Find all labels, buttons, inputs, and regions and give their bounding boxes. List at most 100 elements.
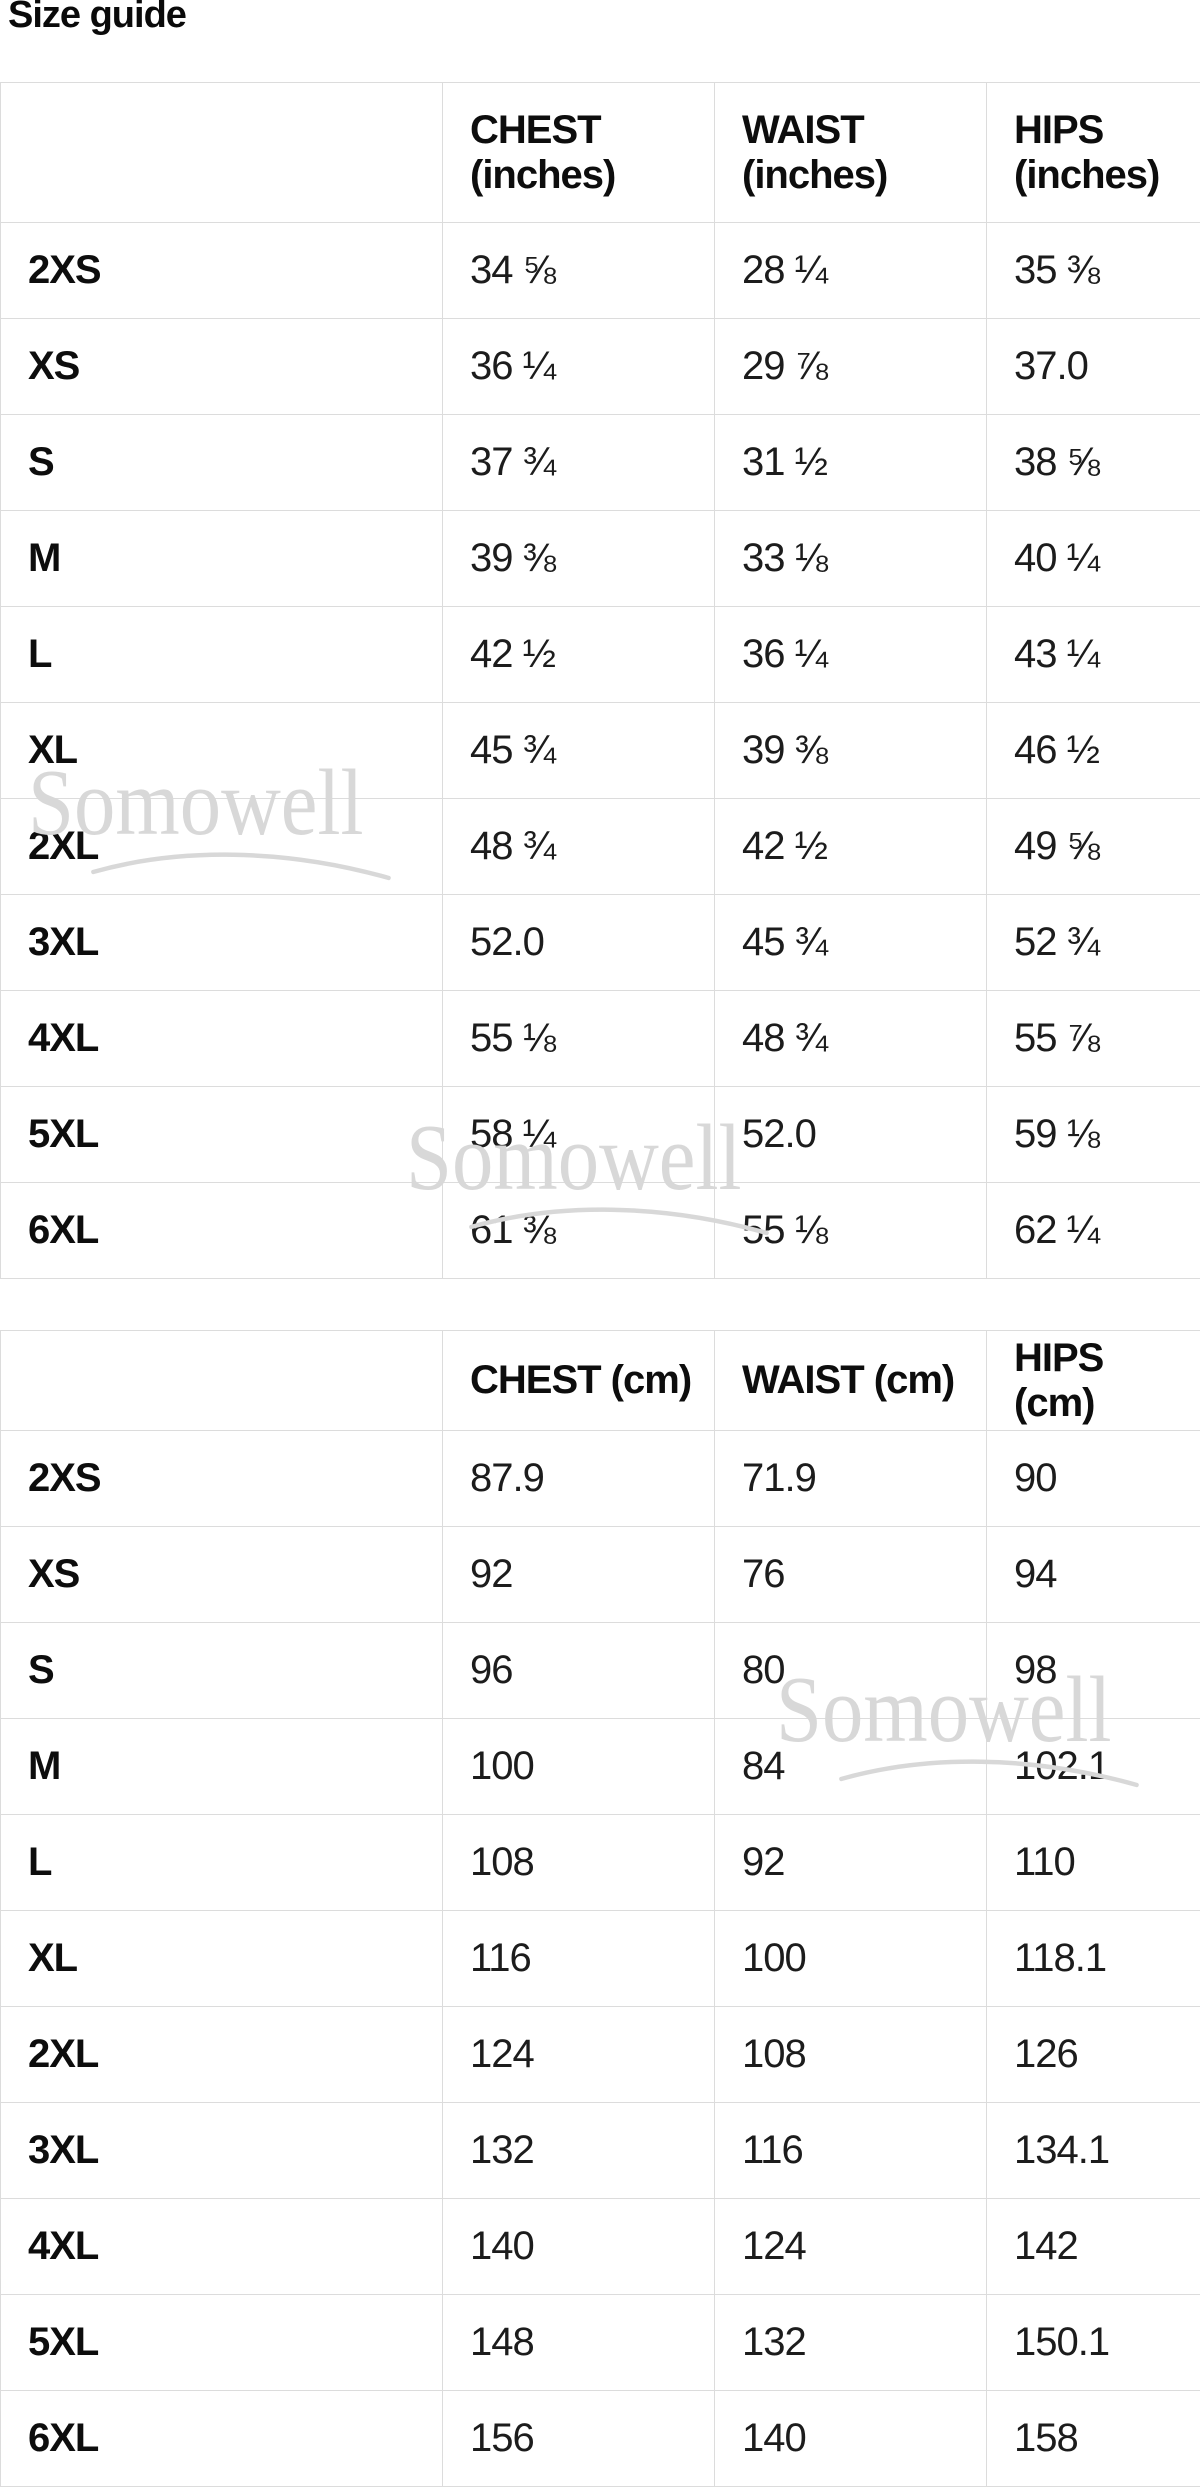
hips-value: 98 (986, 1622, 1200, 1719)
measure-column-header: HIPS (cm) (986, 1330, 1200, 1431)
size-label: 6XL (0, 2390, 443, 2487)
size-label: S (0, 1622, 443, 1719)
waist-value: 132 (714, 2294, 987, 2391)
hips-value: 94 (986, 1526, 1200, 1623)
hips-value: 150.1 (986, 2294, 1200, 2391)
size-label: XL (0, 1910, 443, 2007)
measure-column-header: WAIST (cm) (714, 1330, 987, 1431)
waist-value: 48 ¾ (714, 990, 987, 1087)
waist-value: 92 (714, 1814, 987, 1911)
waist-value: 55 ⅛ (714, 1182, 987, 1279)
waist-value: 28 ¼ (714, 222, 987, 319)
chest-value: 132 (442, 2102, 715, 2199)
waist-value: 80 (714, 1622, 987, 1719)
size-table-inches: CHEST (inches) WAIST (inches) HIPS (inches… (0, 82, 1200, 1279)
waist-value: 39 ⅜ (714, 702, 987, 799)
chest-value: 52.0 (442, 894, 715, 991)
table-row: XL 45 ¾ 39 ⅜ 46 ½ (0, 702, 1200, 799)
chest-value: 55 ⅛ (442, 990, 715, 1087)
table-row: XS 36 ¼ 29 ⅞ 37.0 (0, 318, 1200, 415)
size-column-header (0, 1330, 443, 1431)
waist-value: 45 ¾ (714, 894, 987, 991)
hips-value: 40 ¼ (986, 510, 1200, 607)
chest-value: 48 ¾ (442, 798, 715, 895)
hips-value: 126 (986, 2006, 1200, 2103)
chest-value: 108 (442, 1814, 715, 1911)
hips-value: 102.1 (986, 1718, 1200, 1815)
size-label: 2XL (0, 798, 443, 895)
chest-value: 92 (442, 1526, 715, 1623)
table-row: 4XL 55 ⅛ 48 ¾ 55 ⅞ (0, 990, 1200, 1087)
table-row: S 96 80 98 (0, 1622, 1200, 1719)
size-label: 2XL (0, 2006, 443, 2103)
chest-value: 34 ⅝ (442, 222, 715, 319)
size-label: M (0, 1718, 443, 1815)
chest-value: 148 (442, 2294, 715, 2391)
header-row: CHEST (cm) WAIST (cm) HIPS (cm) (0, 1330, 1200, 1431)
waist-value: 29 ⅞ (714, 318, 987, 415)
size-label: XS (0, 318, 443, 415)
measure-column-header: CHEST (cm) (442, 1330, 715, 1431)
size-label: 3XL (0, 2102, 443, 2199)
table-row: M 100 84 102.1 (0, 1718, 1200, 1815)
waist-value: 76 (714, 1526, 987, 1623)
waist-value: 31 ½ (714, 414, 987, 511)
hips-value: 158 (986, 2390, 1200, 2487)
waist-value: 33 ⅛ (714, 510, 987, 607)
table-row: 2XL 48 ¾ 42 ½ 49 ⅝ (0, 798, 1200, 895)
size-label: 5XL (0, 1086, 443, 1183)
chest-value: 61 ⅜ (442, 1182, 715, 1279)
size-table-cm: CHEST (cm) WAIST (cm) HIPS (cm) 2XS 87.9 71.… (0, 1330, 1200, 2487)
hips-value: 134.1 (986, 2102, 1200, 2199)
size-label: L (0, 606, 443, 703)
size-label: 4XL (0, 990, 443, 1087)
header-row: CHEST (inches) WAIST (inches) HIPS (inches… (0, 82, 1200, 223)
chest-value: 42 ½ (442, 606, 715, 703)
hips-value: 59 ⅛ (986, 1086, 1200, 1183)
hips-value: 55 ⅞ (986, 990, 1200, 1087)
hips-value: 43 ¼ (986, 606, 1200, 703)
table-row: 2XL 124 108 126 (0, 2006, 1200, 2103)
waist-value: 140 (714, 2390, 987, 2487)
size-column-header (0, 82, 443, 223)
waist-value: 124 (714, 2198, 987, 2295)
table-row: 3XL 132 116 134.1 (0, 2102, 1200, 2199)
table-row: 5XL 148 132 150.1 (0, 2294, 1200, 2391)
chest-value: 140 (442, 2198, 715, 2295)
hips-value: 49 ⅝ (986, 798, 1200, 895)
chest-value: 87.9 (442, 1430, 715, 1527)
size-label: 6XL (0, 1182, 443, 1279)
hips-value: 62 ¼ (986, 1182, 1200, 1279)
table-row: 2XS 87.9 71.9 90 (0, 1430, 1200, 1527)
waist-value: 84 (714, 1718, 987, 1815)
table-row: XS 92 76 94 (0, 1526, 1200, 1623)
chest-value: 100 (442, 1718, 715, 1815)
waist-value: 36 ¼ (714, 606, 987, 703)
waist-value: 71.9 (714, 1430, 987, 1527)
size-label: 4XL (0, 2198, 443, 2295)
table-row: 2XS 34 ⅝ 28 ¼ 35 ⅜ (0, 222, 1200, 319)
size-label: L (0, 1814, 443, 1911)
table-row: M 39 ⅜ 33 ⅛ 40 ¼ (0, 510, 1200, 607)
chest-value: 37 ¾ (442, 414, 715, 511)
waist-value: 108 (714, 2006, 987, 2103)
chest-value: 96 (442, 1622, 715, 1719)
size-label: M (0, 510, 443, 607)
waist-value: 52.0 (714, 1086, 987, 1183)
hips-value: 35 ⅜ (986, 222, 1200, 319)
hips-value: 38 ⅝ (986, 414, 1200, 511)
table-row: XL 116 100 118.1 (0, 1910, 1200, 2007)
chest-value: 156 (442, 2390, 715, 2487)
size-label: 2XS (0, 1430, 443, 1527)
table-row: 6XL 156 140 158 (0, 2390, 1200, 2487)
size-label: 5XL (0, 2294, 443, 2391)
hips-value: 90 (986, 1430, 1200, 1527)
hips-value: 37.0 (986, 318, 1200, 415)
waist-value: 100 (714, 1910, 987, 2007)
page-title: Size guide (8, 0, 187, 36)
measure-column-header: HIPS (inches) (986, 82, 1200, 223)
table-row: S 37 ¾ 31 ½ 38 ⅝ (0, 414, 1200, 511)
measure-column-header: WAIST (inches) (714, 82, 987, 223)
hips-value: 118.1 (986, 1910, 1200, 2007)
size-label: XL (0, 702, 443, 799)
